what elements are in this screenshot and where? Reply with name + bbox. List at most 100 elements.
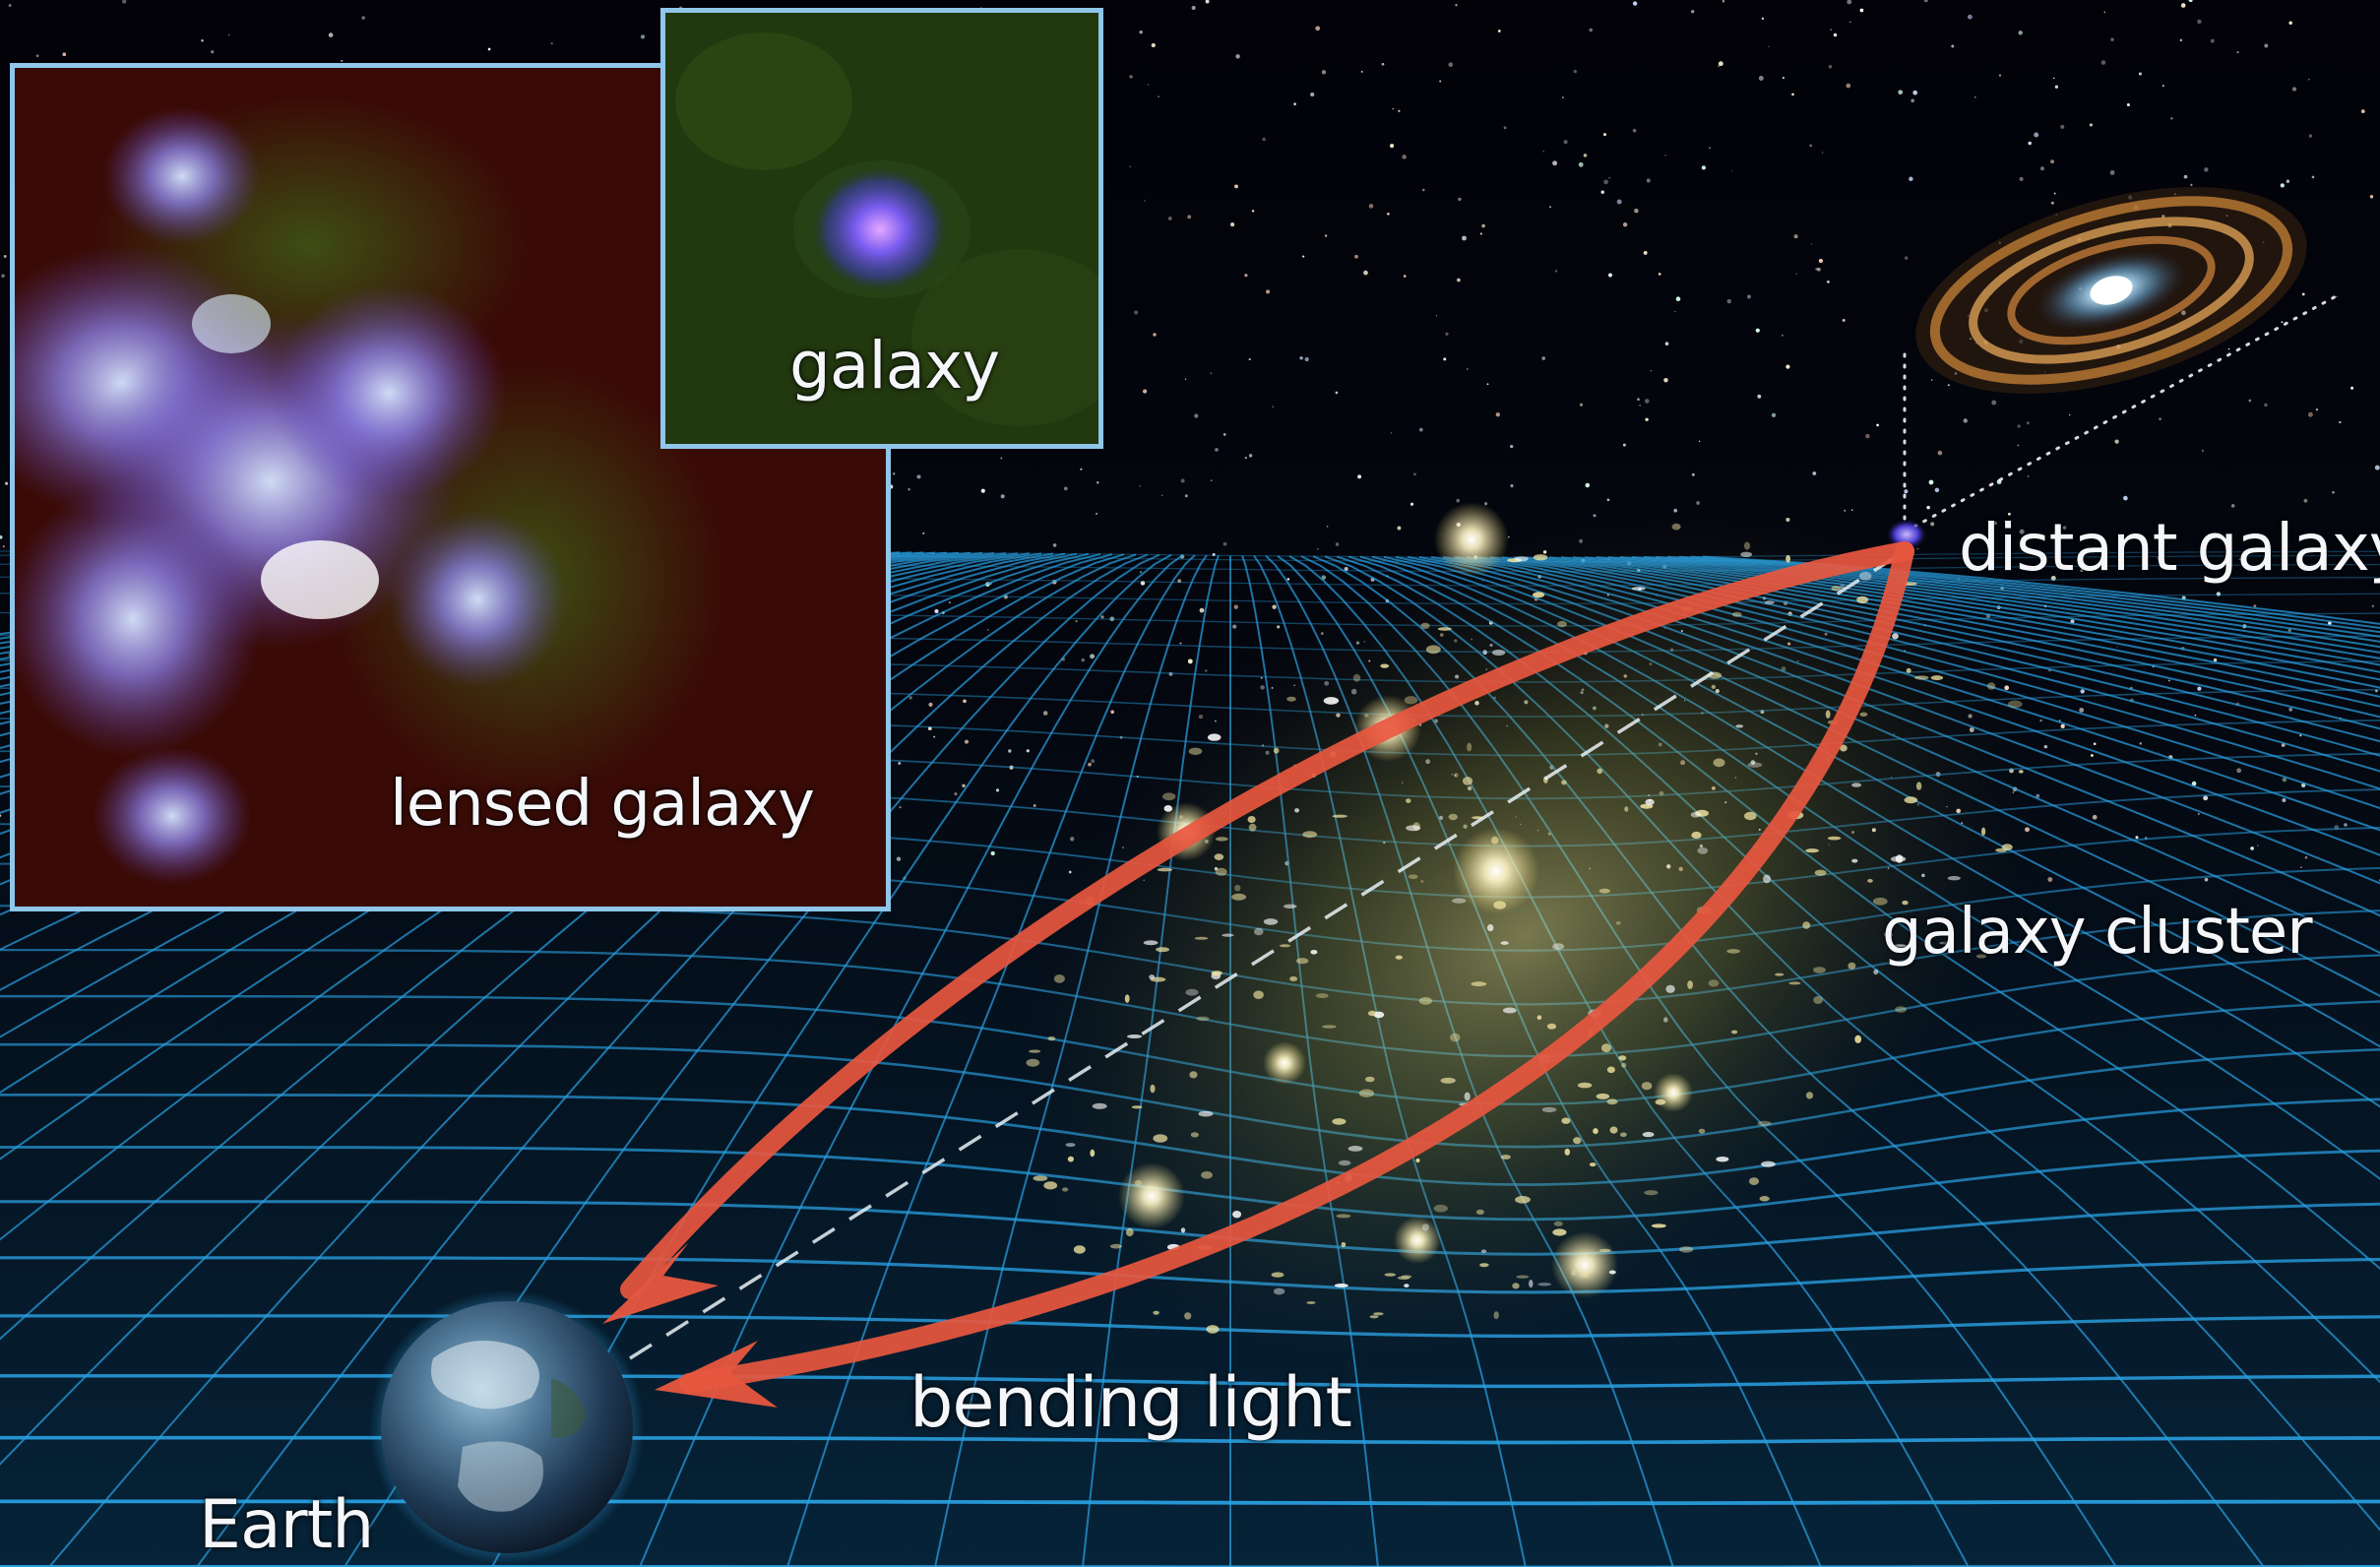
cluster-galaxy <box>1289 976 1298 981</box>
star <box>2034 132 2039 138</box>
star <box>2371 604 2375 608</box>
star <box>1129 75 1133 79</box>
cluster-galaxy <box>1384 1273 1397 1277</box>
cluster-galaxy <box>1698 1128 1706 1134</box>
star <box>1153 333 1157 337</box>
star <box>2109 170 2115 175</box>
star <box>1510 444 1514 449</box>
cluster-galaxy <box>1221 933 1234 937</box>
cluster-galaxy <box>1631 587 1646 591</box>
cluster-galaxy <box>1180 1227 1186 1233</box>
star <box>1179 642 1182 645</box>
star <box>986 629 989 631</box>
star <box>1033 804 1036 807</box>
star <box>2060 723 2065 728</box>
star <box>1637 398 1640 402</box>
star <box>1232 624 1237 629</box>
star <box>2213 658 2218 662</box>
star <box>1844 509 1847 512</box>
star <box>1910 98 1915 103</box>
star <box>1266 289 1271 294</box>
cluster-galaxy <box>1415 1158 1420 1163</box>
star <box>1435 315 1438 317</box>
distant-galaxy-label: distant galaxy <box>1959 510 2380 586</box>
lensed-galaxy-image <box>15 97 723 885</box>
cluster-galaxy <box>1306 1301 1316 1304</box>
star <box>1215 448 1219 452</box>
star <box>2203 795 2209 801</box>
grid-line <box>1572 556 2380 689</box>
cluster-galaxy <box>1802 921 1811 929</box>
cluster-galaxy <box>1273 747 1280 754</box>
star <box>1068 870 1072 874</box>
star <box>1542 151 1544 153</box>
star <box>1139 571 1143 574</box>
star <box>1589 28 1594 32</box>
star <box>1151 42 1156 48</box>
star <box>1335 542 1340 546</box>
star <box>1210 372 1213 375</box>
star <box>2227 347 2230 350</box>
star <box>995 788 1000 792</box>
cluster-galaxy <box>1425 645 1441 655</box>
star <box>1691 472 1695 476</box>
star <box>899 805 902 809</box>
star <box>1244 274 1248 278</box>
star <box>2050 576 2056 581</box>
star <box>8 4 12 7</box>
cluster-galaxy <box>1995 847 2008 852</box>
star <box>1622 443 1626 447</box>
cluster-galaxy <box>1873 969 1879 975</box>
cluster-galaxy <box>1571 1270 1577 1277</box>
galaxy-label: galaxy <box>789 328 1000 404</box>
cluster-galaxy <box>1247 816 1256 823</box>
star <box>1360 70 1363 73</box>
cluster-galaxy <box>1805 1092 1814 1099</box>
star <box>0 534 3 539</box>
cluster-galaxy <box>1347 1146 1363 1152</box>
cluster-galaxy <box>1552 1228 1567 1236</box>
star <box>2183 174 2188 179</box>
cluster-galaxy <box>1577 1082 1593 1089</box>
star <box>1481 223 1485 228</box>
cluster-galaxy <box>1697 846 1709 854</box>
star <box>2050 201 2054 205</box>
star <box>2204 877 2209 882</box>
star <box>1184 494 1188 498</box>
star <box>1645 417 1649 421</box>
star <box>1140 581 1146 586</box>
star <box>1761 17 1765 21</box>
cluster-galaxy <box>1624 806 1629 812</box>
cluster-galaxy <box>1437 627 1452 631</box>
star <box>1100 615 1104 619</box>
star <box>1608 273 1612 278</box>
cluster-galaxy <box>1621 1062 1627 1068</box>
cluster-galaxy <box>1253 990 1264 999</box>
star <box>1187 215 1192 219</box>
spiral-galaxy <box>1915 187 2307 394</box>
cluster-galaxy <box>1551 1231 1618 1298</box>
cluster-galaxy <box>1515 1196 1531 1204</box>
star <box>1363 270 1368 276</box>
cluster-galaxy <box>1433 1204 1449 1213</box>
star <box>948 601 951 604</box>
star <box>1928 479 1934 485</box>
grid-line <box>1536 556 2380 719</box>
star <box>2103 11 2106 14</box>
star <box>1302 255 1305 258</box>
cluster-galaxy <box>1127 1034 1143 1038</box>
star <box>1354 254 1358 259</box>
star <box>2043 744 2048 749</box>
star <box>1603 179 1608 185</box>
star <box>1951 44 1955 48</box>
star <box>2303 498 2308 503</box>
star <box>1091 759 1096 764</box>
star <box>2264 403 2268 407</box>
star <box>1830 29 1832 31</box>
earth-globe <box>369 1289 645 1565</box>
star <box>341 59 344 62</box>
cluster-galaxy <box>1691 831 1702 840</box>
cluster-galaxy <box>1294 808 1300 813</box>
grid-line <box>1560 556 2380 698</box>
bending-light-label: bending light <box>909 1362 1352 1443</box>
